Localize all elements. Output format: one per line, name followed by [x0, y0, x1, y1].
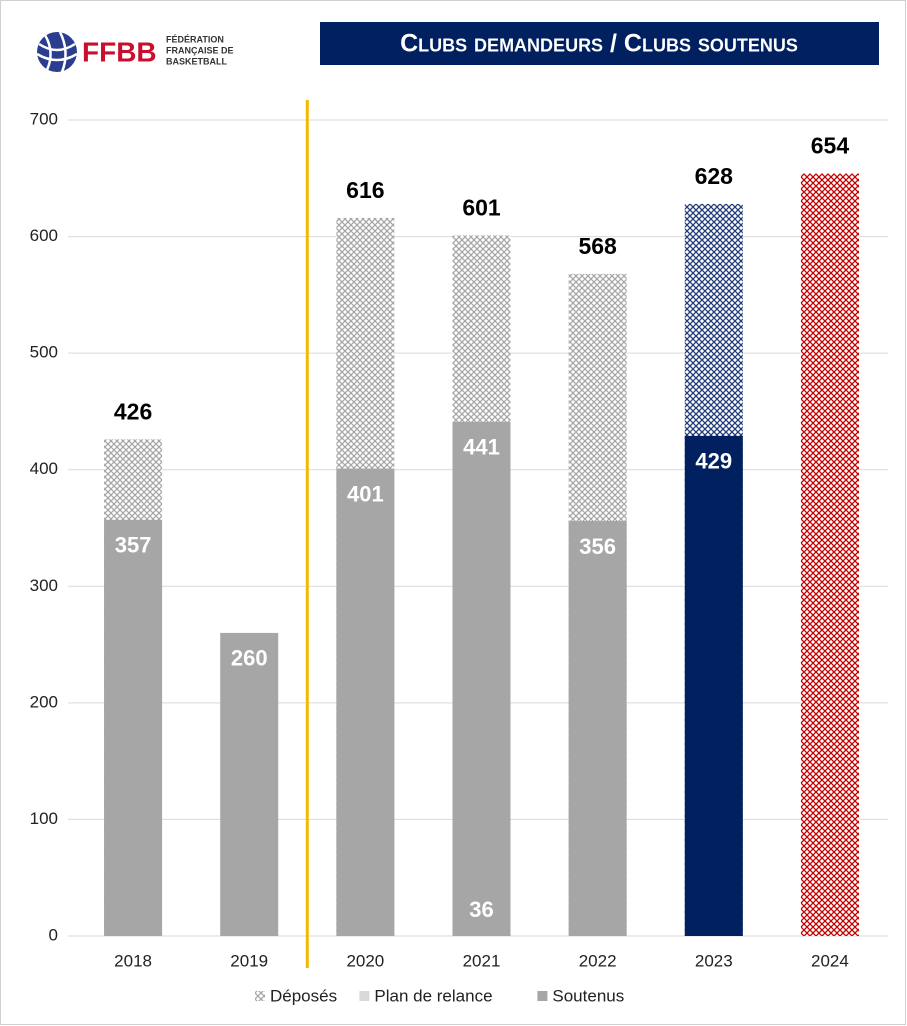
y-tick-label: 100 [30, 809, 58, 828]
logo-text: FÉDÉRATION [166, 34, 224, 44]
legend-label: Soutenus [552, 986, 624, 1005]
data-label: 429 [695, 449, 732, 474]
y-tick-label: 700 [30, 109, 58, 128]
x-tick-label: 2018 [114, 951, 152, 970]
x-tick-label: 2022 [579, 951, 617, 970]
y-tick-label: 600 [30, 226, 58, 245]
legend-swatch [537, 991, 548, 1001]
data-label: 654 [811, 133, 850, 159]
bar [684, 435, 743, 936]
data-label: 616 [346, 177, 384, 203]
data-label: 36 [469, 897, 493, 922]
y-tick-label: 500 [30, 343, 58, 362]
logo-ball [37, 32, 77, 72]
bar [568, 521, 627, 936]
logo-text: BASKETBALL [166, 56, 227, 66]
y-tick-label: 200 [30, 692, 58, 711]
data-label: 356 [579, 534, 616, 559]
x-tick-label: 2020 [346, 951, 384, 970]
data-label: 357 [115, 533, 152, 558]
y-tick-label: 0 [49, 925, 58, 944]
logo-text: FRANÇAISE DE [166, 45, 234, 55]
x-tick-label: 2021 [463, 951, 501, 970]
data-label: 426 [114, 398, 152, 424]
bar [800, 173, 859, 936]
data-label: 441 [463, 435, 500, 460]
legend-swatch [255, 991, 265, 1001]
logo: FFBB FÉDÉRATION FRANÇAISE DE BASKETBALL [36, 31, 234, 73]
bar [452, 421, 511, 936]
chart-title: Clubs demandeurs / Clubs soutenus [400, 30, 798, 58]
legend-swatch [359, 991, 370, 1001]
title-box [320, 22, 879, 65]
x-tick-label: 2024 [811, 951, 849, 970]
data-label: 260 [231, 646, 268, 671]
data-label: 628 [695, 163, 734, 189]
bar [104, 519, 163, 936]
bar [220, 632, 279, 936]
logo-name: FFBB [82, 36, 157, 67]
data-label: 568 [578, 233, 617, 259]
y-tick-label: 400 [30, 459, 58, 478]
y-tick-label: 300 [30, 576, 58, 595]
legend-label: Déposés [270, 986, 337, 1005]
data-label: 601 [462, 194, 501, 220]
data-label: 401 [347, 481, 384, 506]
bar [336, 468, 395, 936]
x-tick-label: 2019 [230, 951, 268, 970]
x-tick-label: 2023 [695, 951, 733, 970]
logo-lines [36, 31, 78, 73]
legend-label: Plan de relance [374, 986, 492, 1005]
